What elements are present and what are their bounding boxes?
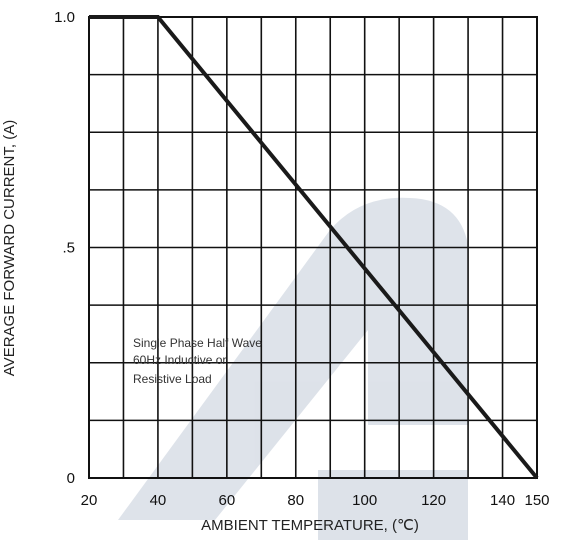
x-tick-labels: 20 40 60 80 100 120 140 150	[81, 492, 550, 509]
x-axis-label: AMBIENT TEMPERATURE, (℃)	[201, 517, 419, 534]
note-line-1: Single Phase Half Wave	[133, 336, 262, 350]
x-tick-label: 140	[490, 492, 515, 509]
x-tick-label: 20	[81, 492, 98, 509]
x-tick-label: 120	[421, 492, 446, 509]
current-derating-line	[89, 15, 539, 480]
x-tick-label: 60	[219, 492, 236, 509]
x-tick-label: 100	[352, 492, 377, 509]
x-tick-label: 40	[150, 492, 167, 509]
x-tick-label: 80	[287, 492, 304, 509]
plot-frame	[88, 16, 538, 479]
y-tick-label: .5	[62, 240, 75, 257]
x-tick-label: 150	[524, 492, 549, 509]
y-tick-label: 1.0	[54, 9, 75, 26]
grid-lines	[89, 17, 537, 478]
y-tick-labels: 0 .5 1.0	[54, 9, 75, 487]
watermark-logo	[118, 197, 468, 540]
load-condition-note: Single Phase Half Wave 60Hz Inductive or…	[133, 336, 262, 386]
note-line-3: Resistive Load	[133, 372, 212, 386]
y-axis-label: AVERAGE FORWARD CURRENT, (A)	[1, 120, 18, 376]
note-line-2: 60Hz Inductive or	[133, 353, 226, 367]
y-tick-label: 0	[67, 470, 75, 487]
